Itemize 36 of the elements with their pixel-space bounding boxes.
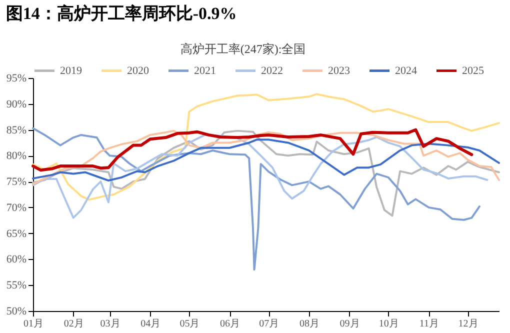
- y-tick-label: 70%: [6, 202, 26, 214]
- chart-subtitle: 高炉开工率(247家):全国: [180, 42, 306, 56]
- y-tick-label: 80%: [6, 150, 26, 162]
- x-tick-label: 12月: [458, 318, 478, 330]
- y-tick-label: 55%: [6, 280, 26, 292]
- x-tick-label: 09月: [340, 318, 360, 330]
- x-tick-label: 04月: [140, 318, 161, 330]
- line-series: [32, 127, 480, 271]
- x-tick-label: 10月: [378, 318, 399, 330]
- x-tick-label: 06月: [220, 318, 240, 330]
- line-series: [32, 130, 500, 186]
- legend-label: 2022: [261, 64, 283, 77]
- chart-title: 图14：高炉开工率周环比-0.9%: [6, 4, 237, 23]
- x-tick-label: 01月: [24, 318, 44, 330]
- legend-label: 2023: [328, 64, 350, 77]
- y-tick-label: 95%: [6, 72, 26, 84]
- line-series: [32, 93, 500, 201]
- y-tick-label: 60%: [6, 254, 26, 266]
- x-tick-label: 03月: [100, 318, 120, 330]
- legend-label: 2025: [462, 64, 484, 77]
- y-tick-label: 65%: [6, 228, 26, 240]
- y-tick-label: 75%: [6, 176, 26, 188]
- x-tick-label: 11月: [419, 318, 440, 330]
- x-tick-label: 08月: [299, 318, 320, 330]
- y-tick-label: 50%: [6, 306, 26, 318]
- x-tick-label: 05月: [180, 318, 200, 330]
- legend-label: 2024: [395, 64, 418, 77]
- x-tick-label: 02月: [64, 318, 84, 330]
- legend-label: 2019: [60, 64, 82, 77]
- y-tick-label: 90%: [6, 98, 26, 110]
- line-series: [32, 128, 474, 172]
- legend-label: 2021: [194, 64, 216, 77]
- y-tick-label: 85%: [6, 124, 26, 136]
- x-tick-label: 07月: [259, 318, 280, 330]
- legend-label: 2020: [127, 64, 150, 77]
- line-series: [32, 138, 500, 182]
